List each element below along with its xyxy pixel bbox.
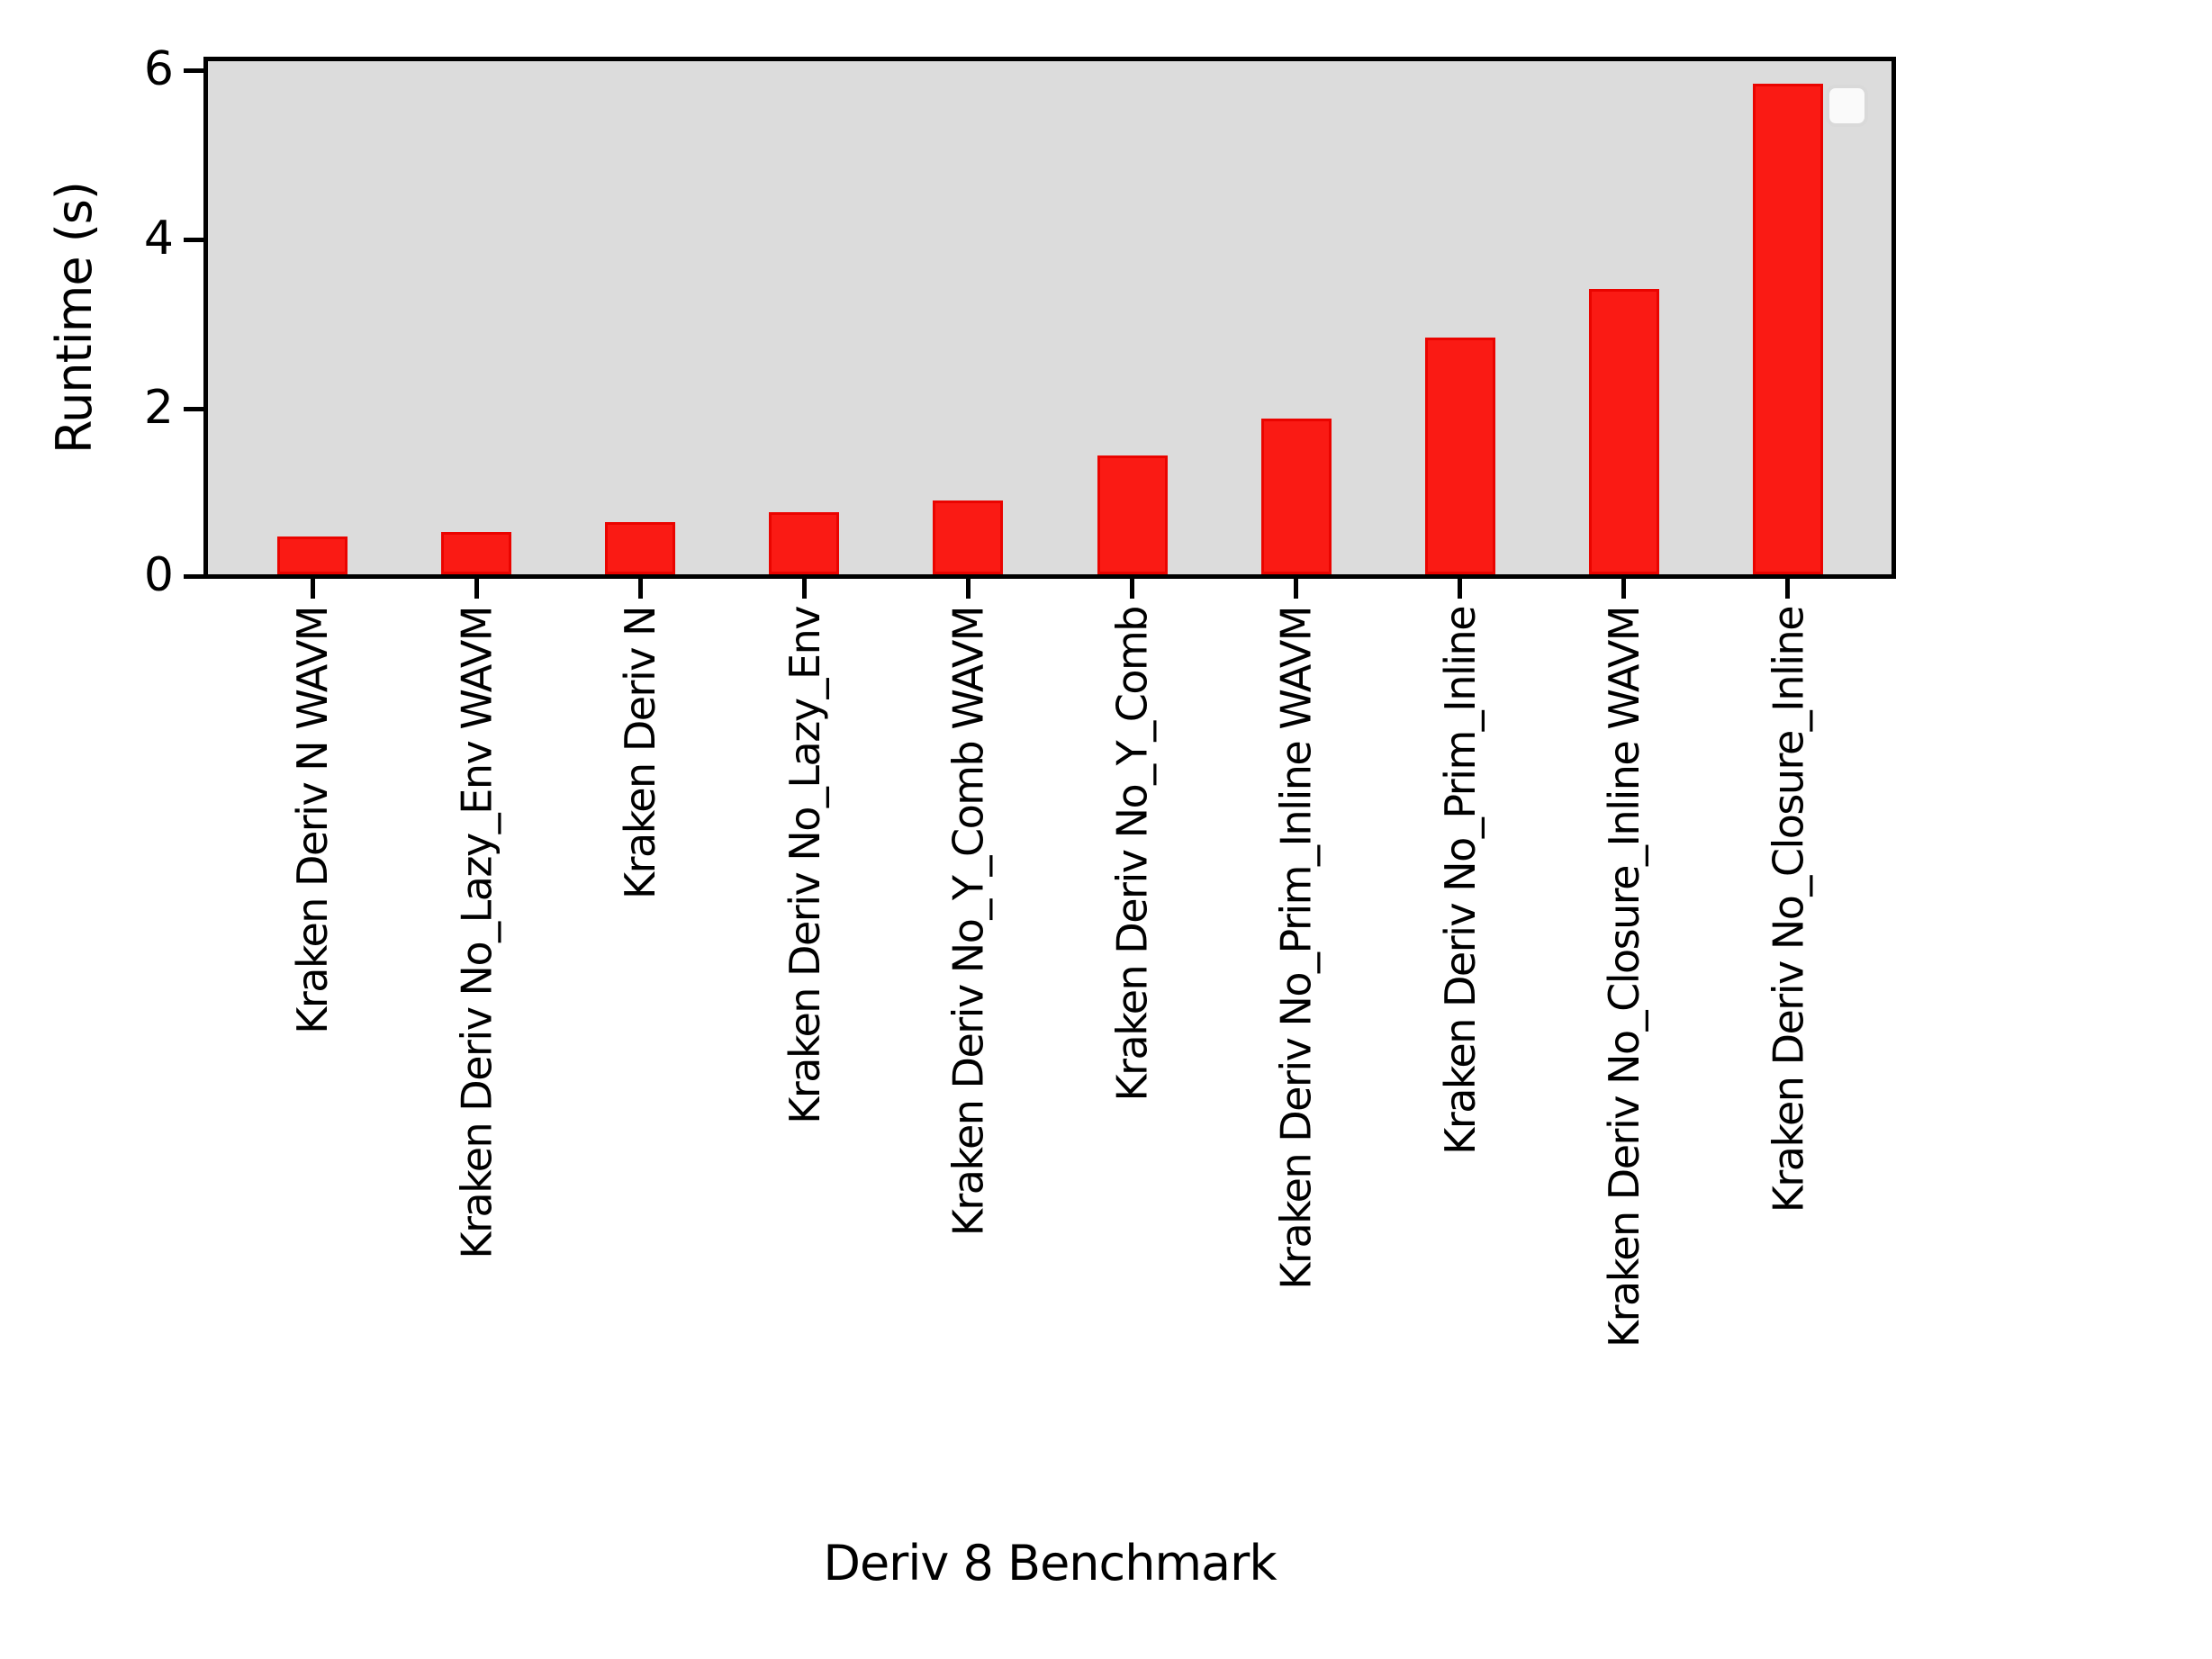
x-tick-mark-9 [1621,579,1627,599]
bar-10 [1752,84,1823,574]
x-tick-mark-7 [1294,579,1299,599]
bar-8 [1424,338,1495,574]
x-tick-label-2: Kraken Deriv No_Lazy_Env WAVM [452,607,501,1259]
x-tick-mark-5 [965,579,971,599]
x-tick-label-1: Kraken Deriv N WAVM [288,607,337,1034]
x-tick-mark-10 [1785,579,1791,599]
y-tick-label-4: 4 [143,211,174,266]
x-tick-label-4: Kraken Deriv No_Lazy_Env [780,607,829,1124]
y-tick-mark-6 [184,68,203,74]
x-tick-label-9: Kraken Deriv No_Closure_Inline WAVM [1599,607,1648,1348]
bar-1 [277,536,348,574]
x-tick-mark-3 [637,579,643,599]
bar-6 [1097,455,1168,574]
bar-9 [1588,289,1659,574]
y-tick-mark-2 [184,407,203,412]
x-tick-mark-2 [474,579,479,599]
x-tick-mark-6 [1130,579,1134,599]
x-tick-label-7: Kraken Deriv No_Prim_Inline WAVM [1271,607,1321,1290]
x-axis-title: Deriv 8 Benchmark [823,1535,1277,1591]
bar-3 [605,522,676,574]
bar-7 [1260,419,1332,574]
x-tick-label-3: Kraken Deriv N [616,607,665,900]
y-tick-mark-4 [184,238,203,243]
bar-2 [441,532,512,574]
x-tick-mark-4 [801,579,807,599]
y-tick-label-6: 6 [143,41,174,96]
x-tick-label-6: Kraken Deriv No_Y_Comb [1107,607,1157,1102]
y-tick-label-2: 2 [143,380,174,435]
x-tick-label-8: Kraken Deriv No_Prim_Inline [1435,607,1485,1155]
bar-4 [769,512,840,574]
legend-box [1826,85,1868,127]
bar-5 [933,500,1004,574]
y-tick-label-0: 0 [143,547,174,602]
x-tick-label-5: Kraken Deriv No_Y_Comb WAVM [943,607,993,1237]
x-tick-label-10: Kraken Deriv No_Closure_Inline [1763,607,1812,1213]
plot-area [203,57,1896,579]
y-tick-mark-0 [184,574,203,579]
x-tick-mark-1 [310,579,315,599]
x-tick-mark-8 [1458,579,1463,599]
